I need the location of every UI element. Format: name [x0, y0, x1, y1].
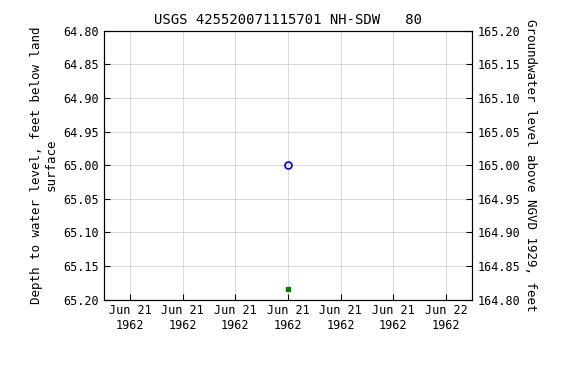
- Y-axis label: Groundwater level above NGVD 1929, feet: Groundwater level above NGVD 1929, feet: [524, 19, 537, 311]
- Y-axis label: Depth to water level, feet below land
surface: Depth to water level, feet below land su…: [29, 26, 58, 304]
- Title: USGS 425520071115701 NH-SDW   80: USGS 425520071115701 NH-SDW 80: [154, 13, 422, 27]
